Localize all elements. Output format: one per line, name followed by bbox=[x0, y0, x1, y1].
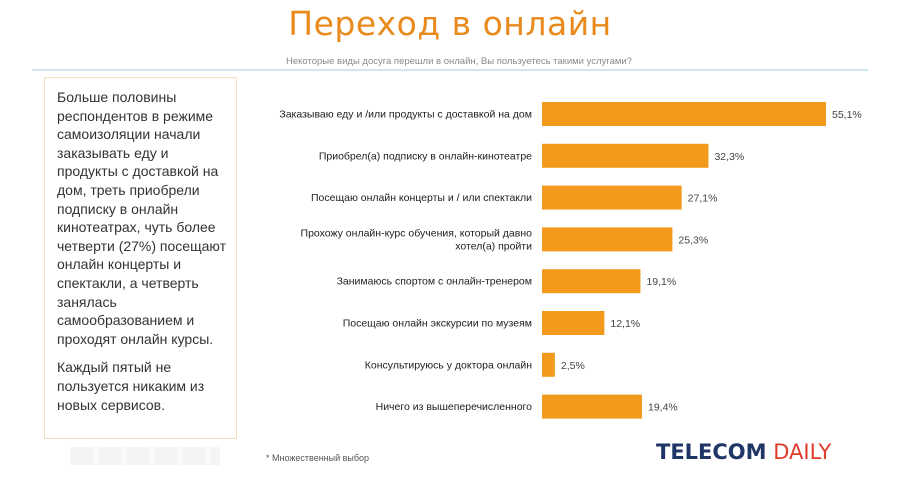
category-label-1: Заказываю еду и /или продукты с доставко… bbox=[279, 109, 532, 121]
page-subtitle: Некоторые виды досуга перешли в онлайн, … bbox=[286, 56, 632, 67]
bar-5 bbox=[542, 269, 641, 294]
summary-box: Больше половины респондентов в режиме са… bbox=[44, 77, 237, 439]
footnote: * Множественный выбор bbox=[266, 453, 370, 463]
summary-paragraph-1: Больше половины респондентов в режиме са… bbox=[57, 89, 226, 347]
value-label-3: 27,1% bbox=[688, 193, 718, 205]
summary-paragraph-2: Каждый пятый не пользуется никаким из но… bbox=[57, 359, 205, 413]
category-label-6: Посещаю онлайн экскурсии по музеям bbox=[343, 318, 532, 330]
value-label-2: 32,3% bbox=[714, 151, 744, 163]
value-label-5: 19,1% bbox=[646, 276, 676, 288]
value-label-7: 2,5% bbox=[561, 360, 585, 372]
logo-telecom-text: TELECOM bbox=[656, 440, 767, 464]
value-label-6: 12,1% bbox=[610, 318, 640, 330]
bar-1 bbox=[542, 102, 826, 126]
bar-3 bbox=[542, 185, 682, 210]
category-label-3: Посещаю онлайн концерты и / или спектакл… bbox=[311, 192, 532, 204]
page-title: Переход в онлайн bbox=[288, 4, 612, 43]
reflection-decoration bbox=[70, 447, 220, 465]
category-label-7: Консультируюсь у доктора онлайн bbox=[365, 359, 532, 371]
category-label-4-line-1: Прохожу онлайн-курс обучения, который да… bbox=[301, 227, 533, 239]
header-divider bbox=[32, 69, 868, 71]
bar-6 bbox=[542, 311, 605, 335]
telecom-daily-logo: TELECOM DAILY bbox=[656, 440, 831, 464]
value-label-1: 55,1% bbox=[832, 109, 862, 121]
logo-daily-text: DAILY bbox=[773, 440, 832, 464]
category-label-8: Ничего из вышеперечисленного bbox=[376, 401, 533, 413]
category-label-2: Приобрел(а) подписку в онлайн-кинотеатре bbox=[319, 150, 532, 162]
category-label-4-line-2: хотел(а) пройти bbox=[455, 240, 532, 252]
bar-2 bbox=[542, 143, 709, 168]
category-label-5: Занимаюсь спортом с онлайн-тренером bbox=[337, 276, 532, 288]
bar-8 bbox=[542, 394, 642, 419]
value-label-8: 19,4% bbox=[648, 402, 678, 414]
bar-4 bbox=[542, 227, 673, 252]
value-label-4: 25,3% bbox=[678, 234, 708, 246]
bar-7 bbox=[542, 352, 555, 377]
